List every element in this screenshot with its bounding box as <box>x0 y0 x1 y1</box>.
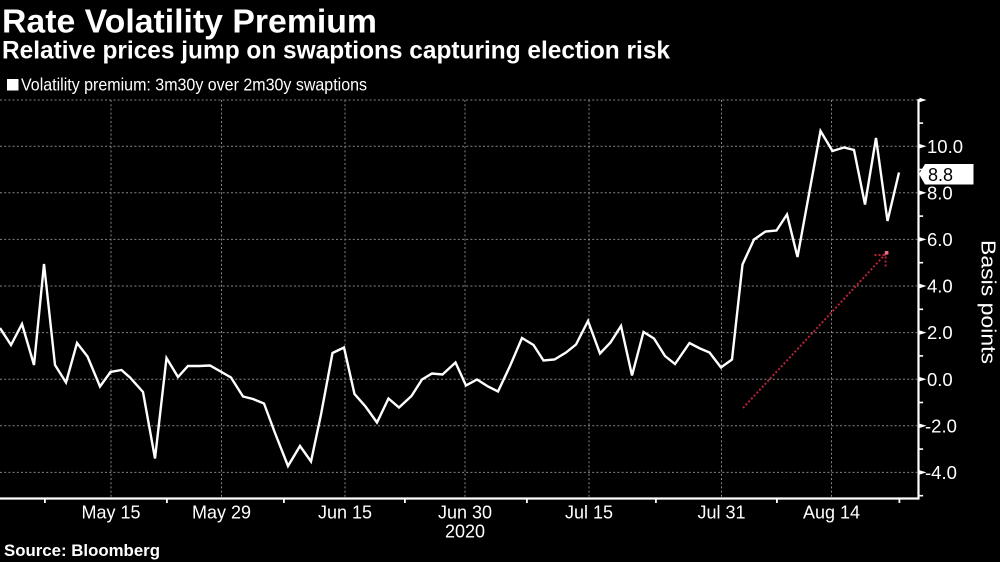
svg-text:2.0: 2.0 <box>927 322 953 343</box>
svg-text:8.0: 8.0 <box>927 182 953 203</box>
svg-text:Volatility premium: 3m30y over: Volatility premium: 3m30y over 2m30y swa… <box>21 75 367 95</box>
svg-text:Aug 14: Aug 14 <box>803 503 860 523</box>
svg-text:Basis points: Basis points <box>977 240 1000 364</box>
svg-text:May 15: May 15 <box>81 503 140 523</box>
svg-text:Rate Volatility Premium: Rate Volatility Premium <box>2 3 377 40</box>
svg-text:0.0: 0.0 <box>927 369 953 390</box>
svg-text:10.0: 10.0 <box>927 136 963 157</box>
svg-text:4.0: 4.0 <box>927 276 953 297</box>
svg-text:Jul 31: Jul 31 <box>697 503 745 523</box>
svg-text:Jun 30: Jun 30 <box>438 503 492 523</box>
svg-text:Source: Bloomberg: Source: Bloomberg <box>4 541 160 560</box>
svg-text:Jul 15: Jul 15 <box>565 503 613 523</box>
svg-text:Jun 15: Jun 15 <box>318 503 372 523</box>
svg-text:-2.0: -2.0 <box>925 415 957 436</box>
svg-text:-4.0: -4.0 <box>925 462 957 483</box>
svg-text:May 29: May 29 <box>192 503 251 523</box>
svg-text:2020: 2020 <box>445 522 485 542</box>
svg-text:8.8: 8.8 <box>928 165 953 185</box>
svg-text:6.0: 6.0 <box>927 229 953 250</box>
svg-text:Relative prices jump on swapti: Relative prices jump on swaptions captur… <box>2 37 670 65</box>
